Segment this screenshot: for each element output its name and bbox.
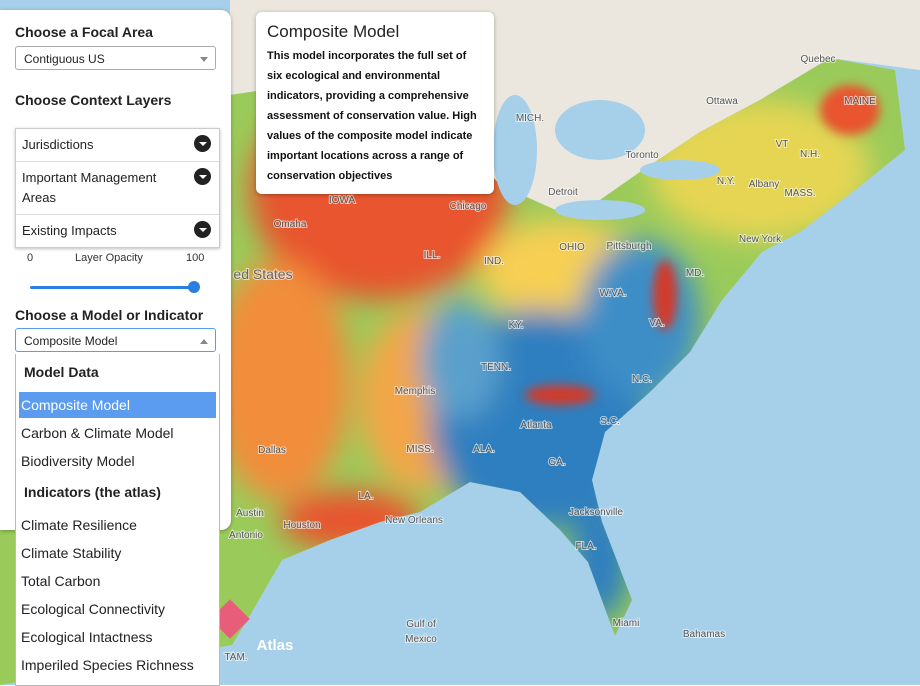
map-label: Jacksonville bbox=[569, 507, 623, 518]
map-label: Gulf of bbox=[406, 619, 436, 630]
map-label: VA. bbox=[649, 318, 664, 329]
map-label: Houston bbox=[283, 520, 320, 531]
lake-huron bbox=[555, 100, 645, 160]
map-label: MAINE bbox=[844, 96, 876, 107]
map-label: OHIO bbox=[559, 242, 585, 253]
map-label: N.Y. bbox=[717, 176, 735, 187]
model-select[interactable]: Composite Model bbox=[15, 328, 216, 352]
map-label: Toronto bbox=[625, 150, 659, 161]
map-label: Bahamas bbox=[683, 629, 725, 640]
heading: Choose Context Layers bbox=[15, 92, 172, 108]
map-label: Chicago bbox=[450, 201, 487, 212]
map-label: Quebec bbox=[800, 54, 835, 65]
heading: Choose a Focal Area bbox=[15, 24, 153, 40]
map-label: Detroit bbox=[548, 187, 578, 198]
map-label: New Orleans bbox=[385, 515, 443, 526]
opacity-label: Layer Opacity bbox=[75, 252, 143, 264]
option[interactable]: Ecological Intactness bbox=[21, 629, 153, 645]
layer-label: Jurisdictions bbox=[22, 137, 94, 152]
option[interactable]: Climate Resilience bbox=[21, 517, 137, 533]
expand-icon[interactable] bbox=[194, 221, 211, 238]
selected: Composite Model bbox=[24, 334, 118, 348]
map-label: MD. bbox=[686, 268, 704, 279]
model-dropdown: Model Data Composite Model Carbon & Climat… bbox=[15, 354, 220, 686]
map-label: Pittsburgh bbox=[606, 241, 651, 252]
option[interactable]: Ecological Connectivity bbox=[21, 601, 165, 617]
map-label: ALA. bbox=[473, 444, 495, 455]
info-title: Composite Model bbox=[267, 22, 400, 41]
opacity-min: 0 bbox=[27, 252, 34, 264]
lake-erie bbox=[555, 200, 645, 220]
info-box: Composite Model This model incorporates … bbox=[256, 12, 494, 194]
map-label: TAM. bbox=[224, 652, 247, 663]
map-label: Albany bbox=[749, 179, 780, 190]
map-label: Omaha bbox=[274, 219, 307, 230]
slider-thumb[interactable] bbox=[188, 281, 200, 293]
map-label: Antonio bbox=[229, 530, 263, 541]
info-text: This model incorporates the full set of … bbox=[267, 50, 477, 182]
expand-icon[interactable] bbox=[194, 168, 211, 185]
map-label: MICH. bbox=[516, 113, 544, 124]
map-label: ed States bbox=[233, 266, 292, 282]
map-label: Austin bbox=[236, 508, 264, 519]
logo-mark bbox=[210, 599, 250, 639]
map-label: N.C. bbox=[632, 374, 652, 385]
logo-text: Atlas bbox=[257, 637, 294, 654]
map-label: Ottawa bbox=[706, 96, 738, 107]
map-label: LA. bbox=[358, 491, 373, 502]
map-label: Dallas bbox=[258, 445, 286, 456]
map-label: Miami bbox=[613, 618, 640, 629]
map-label: VT bbox=[776, 139, 789, 150]
option[interactable]: Total Carbon bbox=[21, 573, 101, 589]
group-label: Model Data bbox=[24, 364, 99, 380]
group-label: Indicators (the atlas) bbox=[24, 484, 161, 500]
option[interactable]: Carbon & Climate Model bbox=[21, 425, 174, 441]
focal-area-select[interactable]: Contiguous US bbox=[15, 46, 216, 70]
option[interactable]: Imperiled Species Richness bbox=[21, 657, 194, 673]
expand-icon[interactable] bbox=[194, 135, 211, 152]
map-label: MISS. bbox=[406, 444, 433, 455]
layer-label: Important Management Areas bbox=[22, 170, 157, 205]
map-label: FLA. bbox=[575, 541, 596, 552]
map-label: Mexico bbox=[405, 634, 437, 645]
map-label: IOWA bbox=[329, 195, 356, 206]
heading: Choose a Model or Indicator bbox=[15, 307, 204, 323]
lake-ontario bbox=[640, 160, 720, 180]
opacity-max: 100 bbox=[186, 252, 205, 264]
map-label: KY. bbox=[509, 320, 524, 331]
map-label: MASS. bbox=[784, 188, 815, 199]
option[interactable]: Climate Stability bbox=[21, 545, 122, 561]
map-label: S.C. bbox=[600, 416, 619, 427]
selected: Contiguous US bbox=[24, 52, 105, 66]
layer-list: Jurisdictions Important Management Areas E… bbox=[15, 128, 220, 248]
slider-track[interactable] bbox=[30, 286, 194, 289]
map-label: GA. bbox=[548, 457, 565, 468]
option[interactable]: Biodiversity Model bbox=[21, 453, 135, 469]
map-label: TENN. bbox=[481, 362, 511, 373]
map-label: ILL. bbox=[424, 250, 441, 261]
map-label: W.VA. bbox=[599, 288, 626, 299]
option[interactable]: Composite Model bbox=[19, 392, 216, 418]
layer-item[interactable]: Important Management Areas bbox=[16, 162, 219, 215]
map-label: IND. bbox=[484, 256, 504, 267]
map-label: Atlanta bbox=[520, 420, 552, 431]
map-label: Memphis bbox=[395, 386, 436, 397]
lake-michigan bbox=[493, 95, 537, 205]
layer-item[interactable]: Jurisdictions bbox=[16, 129, 219, 162]
layer-item[interactable]: Existing Impacts bbox=[16, 215, 219, 247]
map-label: New York bbox=[739, 234, 782, 245]
map-label: N.H. bbox=[800, 149, 820, 160]
layer-label: Existing Impacts bbox=[22, 223, 117, 238]
